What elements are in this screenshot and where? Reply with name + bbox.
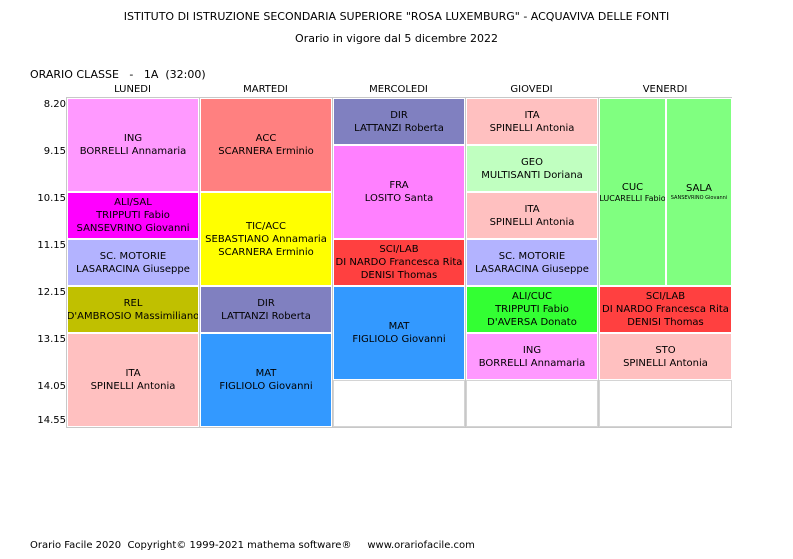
lesson-cell[interactable]: SC. MOTORIE LASARACINA Giuseppe <box>67 239 199 286</box>
lesson-subject: CUC <box>621 182 644 193</box>
lesson-subject: MAT <box>388 321 410 332</box>
lesson-cell[interactable]: ING BORRELLI Annamaria <box>466 333 598 380</box>
lesson-subject: SCI/LAB <box>645 291 686 302</box>
lesson-teacher: LASARACINA Giuseppe <box>475 263 589 275</box>
lesson-teacher: DENISI Thomas <box>360 270 438 281</box>
lesson-teacher: D'AVERSA Donato <box>487 317 577 328</box>
lesson-subject: SCI/LAB <box>379 244 419 255</box>
day-header-martedi: MARTEDI <box>243 84 288 95</box>
lesson-cell[interactable]: ALI/CUC TRIPPUTI Fabio D'AVERSA Donato <box>466 286 598 333</box>
lesson-subject: GEO <box>521 156 543 168</box>
lesson-subject: ITA <box>524 109 540 121</box>
lesson-teacher: BORRELLI Annamaria <box>79 146 187 157</box>
lesson-teacher: SPINELLI Antonia <box>623 357 708 369</box>
lesson-teacher: SPINELLI Antonia <box>489 122 575 134</box>
lesson-cell[interactable]: ACC SCARNERA Erminio <box>200 98 332 192</box>
lesson-cell[interactable]: GEO MULTISANTI Doriana <box>466 145 598 192</box>
lesson-teacher: SANSEVRINO Giovanni <box>670 195 728 201</box>
lesson-cell[interactable]: FRA LOSITO Santa <box>333 145 465 239</box>
lesson-cell[interactable]: ALI/SAL TRIPPUTI Fabio SANSEVRINO Giovan… <box>67 192 199 239</box>
time-label: 11.15 <box>37 240 66 251</box>
day-header-lunedi: LUNEDI <box>114 84 151 95</box>
lesson-cell[interactable]: SC. MOTORIE LASARACINA Giuseppe <box>466 239 598 286</box>
time-label: 14.55 <box>37 415 66 426</box>
lesson-subject: SALA <box>685 183 712 194</box>
lesson-teacher: D'AMBROSIO Massimiliano <box>67 310 199 322</box>
lesson-teacher: SPINELLI Antonia <box>90 381 176 392</box>
empty-slot <box>333 380 465 427</box>
time-label: 12.15 <box>37 287 66 298</box>
lesson-cell[interactable]: TIC/ACC SEBASTIANO Annamaria SCARNERA Er… <box>200 192 332 286</box>
lesson-cell[interactable]: ITA SPINELLI Antonia <box>466 98 598 145</box>
validity-date: Orario in vigore dal 5 dicembre 2022 <box>295 32 498 45</box>
lesson-cell[interactable]: ING BORRELLI Annamaria <box>67 98 199 192</box>
day-header-mercoledi: MERCOLEDI <box>369 84 428 95</box>
lesson-teacher: TRIPPUTI Fabio <box>96 210 170 221</box>
grid-divider <box>199 97 200 428</box>
lesson-cell[interactable]: SALA SANSEVRINO Giovanni <box>666 98 732 286</box>
lesson-teacher: FIGLIOLO Giovanni <box>219 381 313 392</box>
lesson-teacher: LOSITO Santa <box>364 193 434 204</box>
grid-divider <box>598 97 599 428</box>
lesson-teacher: SCARNERA Erminio <box>218 146 314 157</box>
lesson-teacher: LUCARELLI Fabio <box>599 194 666 203</box>
lesson-subject: FRA <box>389 180 409 191</box>
school-name: ISTITUTO DI ISTRUZIONE SECONDARIA SUPERI… <box>123 10 670 23</box>
lesson-subject: ITA <box>524 203 540 215</box>
lesson-subject: ING <box>123 133 143 144</box>
lesson-subject: DIR <box>257 297 275 309</box>
lesson-cell[interactable]: SCI/LAB DI NARDO Francesca Rita DENISI T… <box>333 239 465 286</box>
lesson-cell[interactable]: MAT FIGLIOLO Giovanni <box>200 333 332 427</box>
lesson-subject: TIC/ACC <box>245 220 287 232</box>
lesson-teacher: MULTISANTI Doriana <box>481 169 583 181</box>
lesson-subject: SC. MOTORIE <box>498 250 566 262</box>
empty-slot <box>599 380 732 427</box>
lesson-subject: SC. MOTORIE <box>99 250 167 262</box>
lesson-cell[interactable]: MAT FIGLIOLO Giovanni <box>333 286 465 380</box>
day-header-giovedi: GIOVEDI <box>510 84 553 95</box>
lesson-cell[interactable]: SCI/LAB DI NARDO Francesca Rita DENISI T… <box>599 286 732 333</box>
lesson-cell[interactable]: REL D'AMBROSIO Massimiliano <box>67 286 199 333</box>
empty-slot <box>466 380 598 427</box>
lesson-teacher: LATTANZI Roberta <box>354 122 444 134</box>
lesson-subject: ACC <box>255 133 277 144</box>
lesson-subject: MAT <box>255 368 277 379</box>
lesson-subject: ALI/SAL <box>114 197 152 208</box>
lesson-teacher: DENISI Thomas <box>627 317 704 328</box>
lesson-teacher: DI NARDO Francesca Rita <box>602 304 729 315</box>
lesson-cell[interactable]: STO SPINELLI Antonia <box>599 333 732 380</box>
grid-divider <box>332 97 333 428</box>
time-label: 13.15 <box>37 334 66 345</box>
time-label: 10.15 <box>37 193 66 204</box>
class-title: ORARIO CLASSE - 1A (32:00) <box>30 68 206 81</box>
lesson-cell[interactable]: DIR LATTANZI Roberta <box>200 286 332 333</box>
footer-copyright: Orario Facile 2020 Copyright© 1999-2021 … <box>30 540 475 551</box>
lesson-subject: ING <box>522 344 542 356</box>
lesson-cell[interactable]: ITA SPINELLI Antonia <box>466 192 598 239</box>
lesson-teacher: FIGLIOLO Giovanni <box>352 334 446 345</box>
lesson-teacher: DI NARDO Francesca Rita <box>335 257 463 268</box>
lesson-teacher: LASARACINA Giuseppe <box>76 263 190 275</box>
lesson-teacher: SCARNERA Erminio <box>218 246 314 258</box>
time-label: 14.05 <box>37 381 66 392</box>
lesson-teacher: SANSEVRINO Giovanni <box>76 223 190 234</box>
lesson-subject: ALI/CUC <box>511 291 552 302</box>
lesson-teacher: SPINELLI Antonia <box>489 216 575 228</box>
lesson-subject: ITA <box>125 368 141 379</box>
lesson-subject: DIR <box>390 109 408 121</box>
lesson-teacher: SEBASTIANO Annamaria <box>205 233 327 245</box>
lesson-cell[interactable]: CUC LUCARELLI Fabio <box>599 98 666 286</box>
lesson-subject: STO <box>655 344 676 356</box>
lesson-teacher: BORRELLI Annamaria <box>478 357 586 369</box>
time-label: 8.20 <box>43 99 66 110</box>
lesson-cell[interactable]: DIR LATTANZI Roberta <box>333 98 465 145</box>
grid-divider <box>465 97 466 428</box>
time-label: 9.15 <box>43 146 66 157</box>
lesson-cell[interactable]: ITA SPINELLI Antonia <box>67 333 199 427</box>
lesson-teacher: LATTANZI Roberta <box>221 310 311 322</box>
day-header-venerdi: VENERDI <box>642 84 688 95</box>
lesson-teacher: TRIPPUTI Fabio <box>495 304 569 315</box>
lesson-subject: REL <box>123 297 143 309</box>
